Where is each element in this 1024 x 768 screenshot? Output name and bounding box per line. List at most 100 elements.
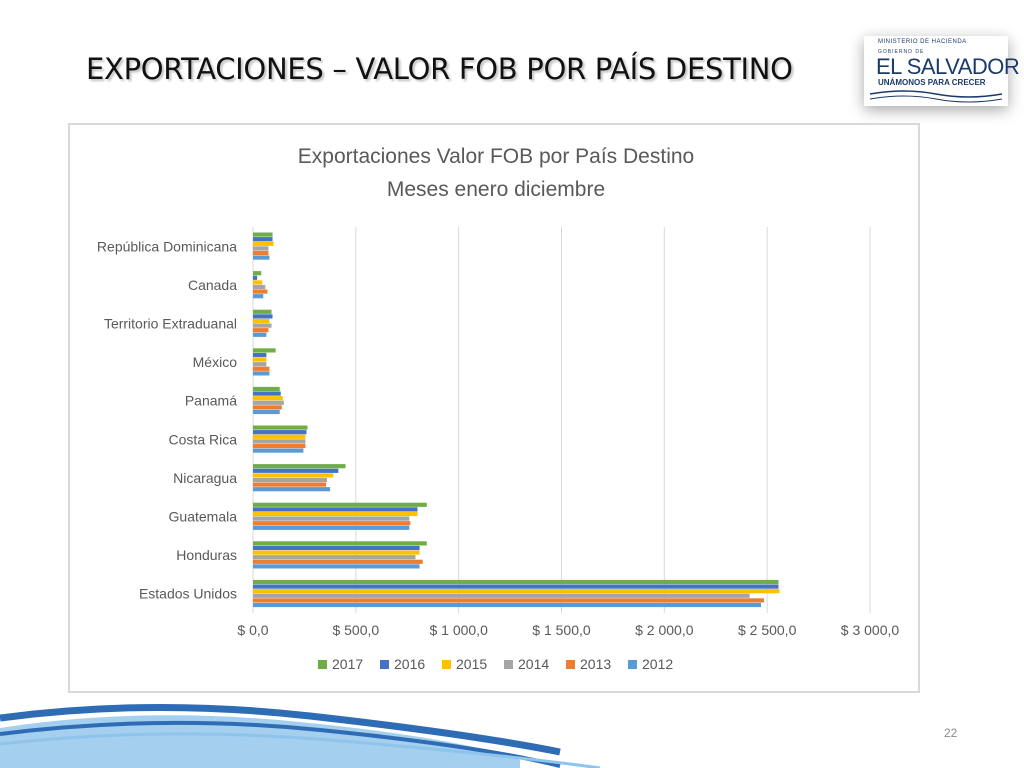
bar-2015 [253,511,418,517]
bar-2016 [253,430,307,435]
bar-2017 [253,541,427,546]
bar-2017 [253,271,262,276]
bar-2012 [253,255,270,260]
category-label: Guatemala [169,509,238,525]
bar-2016 [253,391,281,396]
bar-2015 [253,318,270,324]
category-label: Honduras [176,547,237,563]
legend-swatch [628,660,637,669]
slide-title: EXPORTACIONES – VALOR FOB POR PAÍS DESTI… [86,52,793,86]
category-label: Estados Unidos [139,586,237,602]
bar-chart: Exportaciones Valor FOB por País Destino… [97,145,899,672]
chart-frame: Exportaciones Valor FOB por País Destino… [68,123,920,693]
bar-2012 [253,448,304,453]
bar-2012 [253,602,761,608]
bar-layer [253,232,780,608]
bar-2016 [253,237,273,242]
logo-motto: UNÁMONOS PARA CRECER [878,78,986,87]
x-tick-label: $ 1 500,0 [532,622,591,638]
chart-subtitle: Meses enero diciembre [387,178,605,201]
legend-swatch [504,660,513,669]
bar-2013 [253,405,282,410]
bar-2017 [253,386,280,392]
bar-2013 [253,598,765,603]
legend-swatch [442,660,451,669]
legend-label: 2015 [456,656,487,672]
footer-wave-decoration [0,704,601,768]
bar-2013 [253,482,327,487]
el-salvador-logo: MINISTERIO DE HACIENDA GOBIERNO DE EL SA… [864,36,1020,106]
bar-2015 [253,550,420,555]
bar-2016 [253,275,258,280]
category-label: Nicaragua [173,470,237,486]
bar-2017 [253,348,276,353]
bar-2013 [253,328,269,333]
bar-2014 [253,400,284,405]
legend-label: 2017 [332,656,363,672]
bar-2012 [253,294,264,299]
bar-2015 [253,241,274,246]
bar-2017 [253,502,427,507]
bar-2013 [253,250,269,256]
chart-title: Exportaciones Valor FOB por País Destino [298,145,694,168]
legend-label: 2016 [394,656,425,672]
x-tick-label: $ 3 000,0 [841,622,900,638]
bar-2015 [253,589,780,594]
bar-2017 [253,309,272,314]
bar-2016 [253,545,420,551]
bar-2017 [253,232,273,237]
category-label: Territorio Extraduanal [104,316,237,332]
bar-2016 [253,468,339,473]
bar-2013 [253,443,306,449]
bar-2016 [253,584,779,589]
x-tick-label: $ 2 500,0 [738,622,797,638]
logo-government-text: GOBIERNO DE [878,49,925,55]
legend-swatch [566,660,575,669]
category-label: Costa Rica [169,431,238,447]
bar-2012 [253,332,267,337]
bar-2014 [253,362,267,367]
bar-2017 [253,425,308,430]
bar-2017 [253,579,779,585]
bar-2016 [253,314,273,319]
bar-2014 [253,323,272,328]
bar-2014 [253,593,750,598]
bar-2015 [253,473,334,478]
legend-label: 2013 [580,656,611,672]
category-label: República Dominicana [97,238,237,254]
category-label: México [193,354,238,370]
bar-2015 [253,280,263,285]
bar-2012 [253,525,410,530]
bar-2014 [253,439,306,444]
bar-2014 [253,555,416,560]
bar-2012 [253,487,331,492]
bar-2012 [253,564,420,569]
logo-wave-icon [869,90,1003,103]
bar-2015 [253,434,306,439]
x-tick-label: $ 1 000,0 [429,622,488,638]
legend-swatch [380,660,389,669]
bar-2014 [253,246,269,251]
bar-2014 [253,284,266,290]
grid-layer [252,227,871,613]
x-tick-label: $ 2 000,0 [635,622,694,638]
bar-2013 [253,289,268,294]
bar-2012 [253,371,270,376]
category-label: Panamá [185,393,237,409]
x-tick-label: $ 0,0 [237,622,268,638]
legend: 2017 2016 2015 2014 2013 2012 [318,656,673,672]
bar-2016 [253,352,267,358]
bar-2012 [253,409,280,415]
bar-2013 [253,559,423,564]
label-layer: $ 0,0 $ 500,0 $ 1 000,0 $ 1 500,0 $ 2 000,0 $… [97,238,899,638]
category-label: Canada [188,277,237,293]
bar-2015 [253,357,267,362]
bar-2013 [253,521,411,526]
bar-2013 [253,366,270,371]
page-number: 22 [944,726,958,740]
legend-label: 2014 [518,656,549,672]
logo-ministry-text: MINISTERIO DE HACIENDA [878,39,967,45]
logo-country-name: EL SALVADOR [876,54,1020,79]
bar-2014 [253,516,410,521]
bar-2016 [253,507,418,512]
